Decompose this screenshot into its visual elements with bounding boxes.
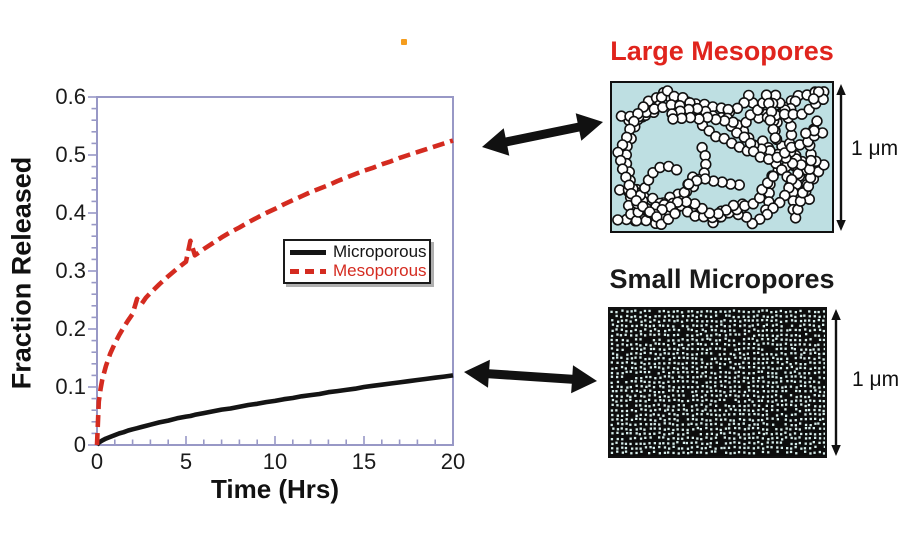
- mesopores-panel-title: Large Mesopores: [610, 36, 834, 66]
- legend-label-mesoporous: Mesoporous: [333, 261, 427, 280]
- x-tick-label: 5: [179, 449, 193, 474]
- mesoporous-line-swatch: [290, 268, 326, 274]
- legend-item-microporous: Microporous: [290, 242, 427, 261]
- dense-dot-matrix-graphic: [610, 309, 825, 455]
- mesopores-scale-label: 1 μm: [851, 137, 899, 160]
- x-tick-label: 0: [90, 449, 104, 474]
- mesoporous-link-arrow: [482, 113, 603, 156]
- micropores-panel-title: Small Micropores: [609, 264, 835, 294]
- microporous-line-swatch: [290, 249, 326, 255]
- legend-item-mesoporous: Mesoporous: [290, 261, 427, 280]
- mesopores-scale-arrow: [836, 84, 846, 231]
- plot-frame: [96, 96, 454, 446]
- y-tick-label: 0.3: [55, 258, 86, 283]
- x-axis-title: Time (Hrs): [210, 474, 340, 504]
- legend-label-microporous: Microporous: [333, 242, 427, 261]
- x-tick-label: 10: [262, 449, 288, 474]
- microporous-curve: [95, 373, 454, 447]
- y-tick-label: 0.4: [55, 200, 86, 225]
- stray-orange-dot: [401, 39, 407, 45]
- bead-chain-network-graphic: [612, 85, 830, 230]
- y-tick-label: 0.2: [55, 316, 86, 341]
- y-tick-label: 0.1: [55, 374, 86, 399]
- mesopores-illustration: [610, 81, 834, 233]
- y-tick-label: 0.6: [55, 84, 86, 109]
- x-tick-label: 15: [351, 449, 377, 474]
- axis-ticks: [88, 96, 454, 446]
- x-tick-label: 20: [440, 449, 466, 474]
- y-tick-label: 0.5: [55, 142, 86, 167]
- microporous-link-arrow: [464, 359, 597, 394]
- micropores-illustration: [608, 307, 827, 458]
- micropores-scale-label: 1 μm: [852, 368, 900, 391]
- micropores-scale-arrow: [831, 309, 841, 456]
- chart-legend: Microporous Mesoporous: [283, 239, 431, 284]
- y-tick-label: 0: [73, 432, 86, 457]
- mesoporous-curve: [94, 138, 454, 446]
